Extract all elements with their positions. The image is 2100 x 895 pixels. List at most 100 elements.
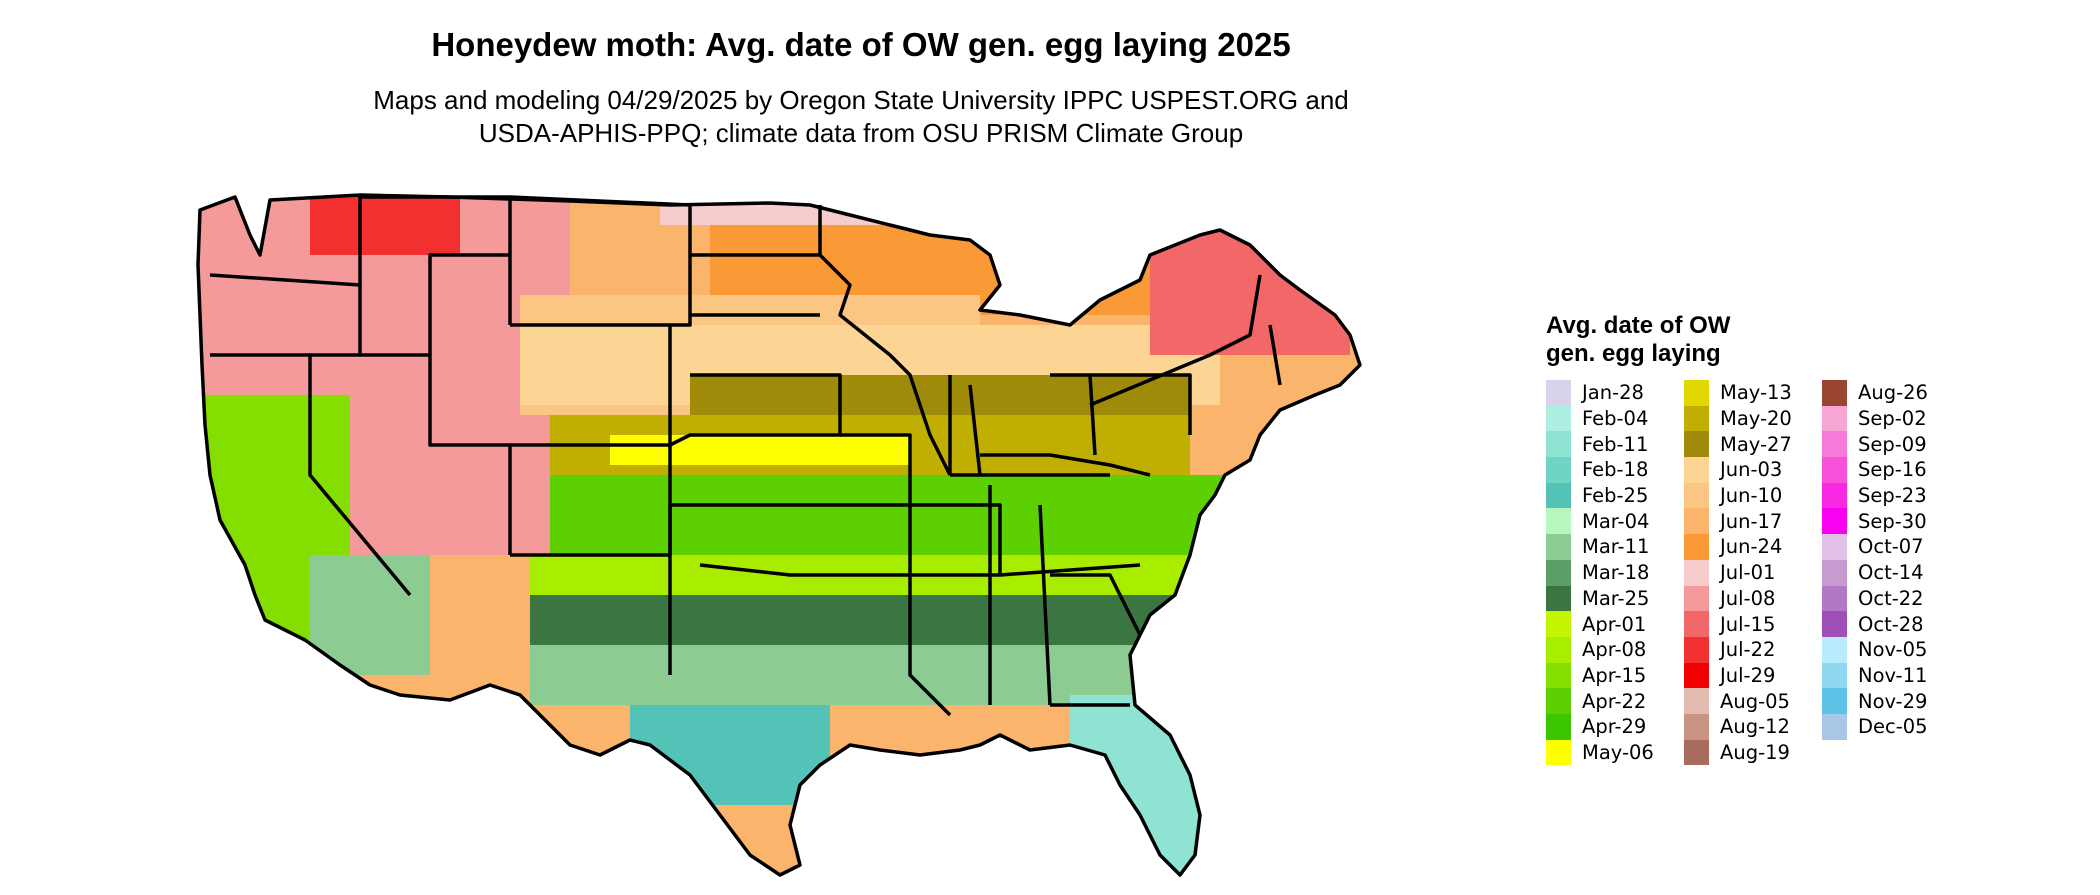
legend-swatch — [1684, 431, 1709, 458]
legend-item: Sep-16 — [1822, 457, 1948, 483]
legend-label: Aug-19 — [1720, 740, 1790, 764]
legend-label: May-27 — [1720, 432, 1792, 456]
legend-item: Apr-01 — [1546, 611, 1672, 637]
legend-item: Jun-17 — [1684, 508, 1810, 535]
legend-swatch — [1822, 611, 1847, 637]
legend-label: Jul-01 — [1720, 561, 1776, 585]
legend-item: May-20 — [1684, 405, 1810, 432]
legend-swatch — [1684, 482, 1709, 509]
legend-label: Jul-08 — [1720, 586, 1776, 610]
legend-item: Jun-03 — [1684, 457, 1810, 483]
legend-item: Sep-02 — [1822, 405, 1948, 432]
legend-label: Jul-29 — [1720, 663, 1776, 687]
legend-swatch — [1684, 405, 1709, 432]
legend-item: Feb-18 — [1546, 457, 1672, 483]
legend-label: Jan-28 — [1582, 381, 1644, 405]
legend-swatch — [1546, 508, 1571, 535]
legend-item: Jul-15 — [1684, 611, 1810, 637]
legend-swatch — [1822, 508, 1847, 535]
legend-column: Jan-28 Feb-04 Feb-11 Feb-18 Feb-25 Mar-04 Mar-… — [1546, 380, 1672, 766]
legend-swatch — [1684, 688, 1709, 714]
legend-swatch — [1822, 662, 1847, 689]
legend-label: Oct-14 — [1858, 561, 1924, 585]
legend-column: May-13 May-20 May-27 Jun-03 Jun-10 Jun-17 Jun-… — [1684, 380, 1810, 766]
legend-label: Jun-17 — [1720, 509, 1783, 533]
legend-swatch — [1684, 380, 1709, 406]
legend-label: Mar-18 — [1582, 561, 1650, 585]
legend-swatch — [1546, 585, 1571, 612]
legend-item: Jul-01 — [1684, 559, 1810, 586]
legend-item: Jan-28 — [1546, 380, 1672, 406]
legend-label: Mar-25 — [1582, 586, 1650, 610]
legend-swatch — [1684, 636, 1709, 663]
legend-label: Mar-04 — [1582, 509, 1650, 533]
legend-swatch — [1822, 534, 1847, 560]
legend-column: Aug-26 Sep-02 Sep-09 Sep-16 Sep-23 Sep-30 Oct-… — [1822, 380, 1948, 765]
legend-item: Dec-05 — [1822, 713, 1948, 740]
legend-item: Apr-15 — [1546, 662, 1672, 689]
map-title: Honeydew moth: Avg. date of OW gen. egg … — [431, 26, 1291, 63]
legend-swatch — [1822, 405, 1847, 432]
legend-label: Feb-18 — [1582, 458, 1649, 482]
legend-label: Feb-11 — [1582, 432, 1649, 456]
legend-label: May-20 — [1720, 407, 1792, 431]
legend-label: Aug-12 — [1720, 715, 1790, 739]
legend-item: Mar-04 — [1546, 508, 1672, 535]
legend-item: Aug-12 — [1684, 713, 1810, 740]
subtitle-line-1: Maps and modeling 04/29/2025 by Oregon S… — [373, 85, 1349, 115]
legend-swatch — [1822, 482, 1847, 509]
legend-swatch — [1546, 559, 1571, 586]
legend-label: Mar-11 — [1582, 535, 1650, 559]
legend-label: Oct-22 — [1858, 586, 1924, 610]
legend-swatch — [1822, 559, 1847, 586]
legend-item: Aug-19 — [1684, 739, 1810, 766]
legend-swatch — [1684, 662, 1709, 689]
legend-item: Sep-30 — [1822, 508, 1948, 535]
legend-swatch — [1546, 380, 1571, 406]
legend-item: Apr-08 — [1546, 636, 1672, 663]
legend-item: Aug-05 — [1684, 688, 1810, 714]
legend-label: Dec-05 — [1858, 715, 1928, 739]
legend-label: Apr-29 — [1582, 715, 1647, 739]
legend-label: Jun-24 — [1720, 535, 1783, 559]
legend-item: Aug-26 — [1822, 380, 1948, 406]
legend-label: Sep-02 — [1858, 407, 1927, 431]
legend-label: Feb-04 — [1582, 407, 1649, 431]
legend-label: Nov-05 — [1858, 638, 1928, 662]
map-legend: Avg. date of OW gen. egg laying Jan-28 Fe… — [1546, 312, 1948, 766]
legend-swatch — [1822, 431, 1847, 458]
legend-item: Oct-28 — [1822, 611, 1948, 637]
legend-swatch — [1546, 713, 1571, 740]
legend-swatch — [1546, 457, 1571, 483]
legend-item: Nov-29 — [1822, 688, 1948, 714]
legend-item: Apr-22 — [1546, 688, 1672, 714]
legend-swatch — [1546, 611, 1571, 637]
us-phenology-map — [196, 193, 1362, 877]
legend-label: Nov-11 — [1858, 663, 1928, 687]
legend-item: Jun-24 — [1684, 534, 1810, 560]
legend-item: May-13 — [1684, 380, 1810, 406]
legend-title-line-1: Avg. date of OW — [1546, 312, 1731, 339]
legend-label: Oct-28 — [1858, 612, 1924, 636]
legend-swatch — [1546, 534, 1571, 560]
legend-label: Aug-26 — [1858, 381, 1928, 405]
legend-item: Nov-11 — [1822, 662, 1948, 689]
legend-item: Mar-18 — [1546, 559, 1672, 586]
legend-swatch — [1822, 688, 1847, 714]
legend-label: Sep-09 — [1858, 432, 1927, 456]
legend-swatch — [1546, 636, 1571, 663]
legend-item: Feb-04 — [1546, 405, 1672, 432]
legend-swatch — [1546, 482, 1571, 509]
legend-swatch — [1546, 405, 1571, 432]
legend-swatch — [1822, 585, 1847, 612]
legend-swatch — [1546, 739, 1571, 766]
legend-label: Oct-07 — [1858, 535, 1924, 559]
legend-item: Jul-29 — [1684, 662, 1810, 689]
legend-label: Feb-25 — [1582, 484, 1649, 508]
legend-label: May-06 — [1582, 740, 1654, 764]
legend-item: Oct-14 — [1822, 559, 1948, 586]
legend-item: Mar-25 — [1546, 585, 1672, 612]
legend-swatch — [1684, 508, 1709, 535]
legend-swatch — [1684, 585, 1709, 612]
legend-item: Oct-07 — [1822, 534, 1948, 560]
